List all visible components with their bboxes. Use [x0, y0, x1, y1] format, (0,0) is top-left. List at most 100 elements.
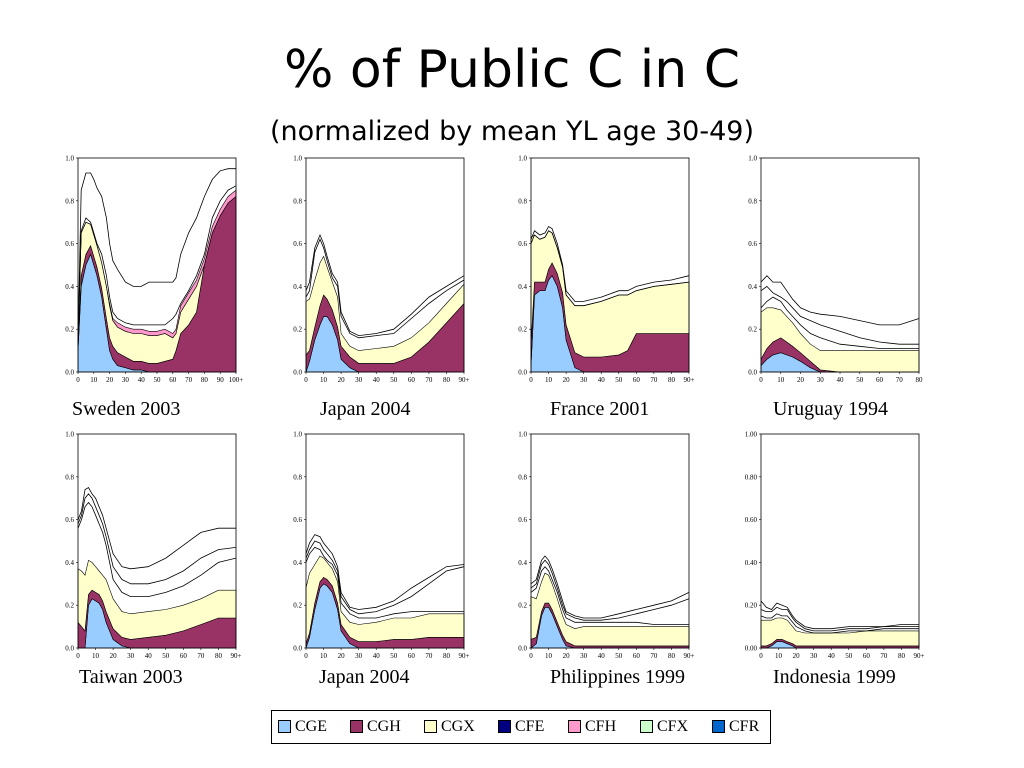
country-label: Indonesia 1999: [773, 666, 896, 688]
series-line: [77, 501, 237, 597]
x-tick-label: 50: [615, 652, 623, 660]
x-tick-label: 80: [668, 652, 676, 660]
chart-svg: 0.00 0.20 0.40 0.60 0.80 1.00 0 10 20 30 40 50 60 70 8…: [745, 431, 925, 661]
series-line: [530, 230, 690, 307]
legend-swatch: [712, 720, 725, 733]
y-tick-label: 0.2: [518, 326, 527, 334]
y-tick-label: 0.0: [293, 369, 302, 377]
x-tick-label: 10: [320, 376, 328, 384]
y-tick-label: 0.6: [65, 516, 74, 524]
y-tick-label: 0.8: [518, 473, 527, 481]
y-tick-label: 0.20: [745, 602, 758, 610]
x-tick-label: 0: [76, 652, 80, 660]
x-tick-label: 10: [320, 652, 328, 660]
x-tick-label: 0: [304, 652, 308, 660]
x-tick-label: 30: [122, 376, 129, 384]
y-tick-label: 1.0: [65, 155, 74, 163]
legend-label: CGX: [441, 718, 475, 735]
series-line: [77, 486, 236, 570]
x-tick-label: 50: [390, 652, 398, 660]
page-title: % of Public C in C: [283, 40, 741, 100]
x-tick-label: 70: [896, 376, 904, 384]
x-tick-label: 70: [880, 652, 888, 660]
country-label: Taiwan 2003: [79, 666, 183, 688]
x-tick-label: 10: [545, 376, 553, 384]
y-tick-label: 0.6: [65, 240, 74, 248]
plot-frame: [305, 157, 465, 373]
x-tick-label: 0: [759, 652, 763, 660]
y-tick-label: 0.8: [65, 197, 74, 205]
y-tick-label: 0.40: [745, 559, 758, 567]
x-tick-label: 10: [777, 376, 785, 384]
x-tick-label: 40: [373, 652, 381, 660]
series-line: [530, 225, 690, 302]
y-tick-label: 0.8: [748, 197, 757, 205]
x-tick-label: 60: [180, 652, 188, 660]
x-tick-label: 20: [338, 376, 346, 384]
y-tick-label: 0.0: [293, 645, 302, 653]
x-tick-label: 0: [759, 376, 763, 384]
legend-label: CGH: [367, 718, 401, 735]
x-tick-label: 30: [127, 652, 134, 660]
x-tick-label: 0: [304, 376, 308, 384]
x-tick-label: 60: [876, 376, 884, 384]
x-tick-label: 50: [162, 652, 170, 660]
legend: CGE CGH CGX CFE CFH CFX CFR: [271, 710, 771, 744]
x-tick-label: 40: [373, 376, 381, 384]
x-tick-label: 50: [845, 652, 853, 660]
x-tick-label: 50: [856, 376, 864, 384]
y-tick-label: 1.00: [745, 431, 758, 439]
y-tick-label: 0.4: [293, 283, 302, 291]
country-label: Sweden 2003: [72, 398, 181, 420]
y-tick-label: 0.8: [518, 197, 527, 205]
y-tick-label: 1.0: [518, 155, 527, 163]
y-tick-label: 0.0: [518, 369, 527, 377]
series-line: [305, 233, 465, 337]
series-line: [305, 546, 464, 619]
x-tick-label: 80: [443, 376, 451, 384]
y-tick-label: 0.2: [65, 326, 74, 334]
legend-label: CFR: [729, 718, 760, 735]
series-line: [77, 493, 237, 585]
y-tick-label: 0.4: [65, 559, 74, 567]
x-tick-label: 90+: [459, 652, 470, 660]
series-line: [77, 168, 236, 340]
y-tick-label: 0.6: [293, 240, 302, 248]
x-tick-label: 60: [633, 652, 641, 660]
plot-frame: [760, 433, 920, 649]
y-tick-label: 0.2: [518, 602, 527, 610]
x-tick-label: 80: [916, 376, 924, 384]
chart-svg: 0.0 0.2 0.4 0.6 0.8 1.0 0 10 20 30 40 50 60 70 80 90+: [293, 155, 469, 385]
country-label: Uruguay 1994: [773, 398, 888, 420]
x-tick-label: 90+: [684, 652, 695, 660]
series-line: [760, 285, 919, 345]
x-tick-label: 90+: [684, 376, 695, 384]
x-tick-label: 30: [355, 652, 363, 660]
legend-swatch: [350, 720, 363, 733]
x-tick-label: 40: [598, 376, 606, 384]
x-tick-label: 70: [185, 376, 193, 384]
y-tick-label: 0.6: [293, 516, 302, 524]
legend-label: CFX: [657, 718, 689, 735]
plot-frame: [77, 433, 237, 649]
x-tick-label: 90: [217, 376, 225, 384]
x-tick-label: 20: [338, 652, 346, 660]
x-tick-label: 20: [110, 652, 118, 660]
x-tick-label: 0: [76, 376, 80, 384]
series-line: [760, 275, 920, 326]
y-tick-label: 0.0: [65, 645, 74, 653]
series-line: [760, 296, 919, 349]
y-tick-label: 1.0: [748, 155, 757, 163]
x-tick-label: 70: [425, 652, 433, 660]
y-tick-label: 0.4: [518, 559, 527, 567]
x-tick-label: 60: [633, 376, 641, 384]
x-tick-label: 30: [355, 376, 363, 384]
country-label: Japan 2004: [319, 666, 410, 688]
x-tick-label: 0: [529, 652, 533, 660]
y-tick-label: 1.0: [293, 155, 302, 163]
legend-swatch: [568, 720, 581, 733]
legend-label: CGE: [295, 718, 327, 735]
x-tick-label: 40: [828, 652, 836, 660]
y-tick-label: 0.4: [748, 283, 757, 291]
plot-frame: [530, 433, 690, 649]
